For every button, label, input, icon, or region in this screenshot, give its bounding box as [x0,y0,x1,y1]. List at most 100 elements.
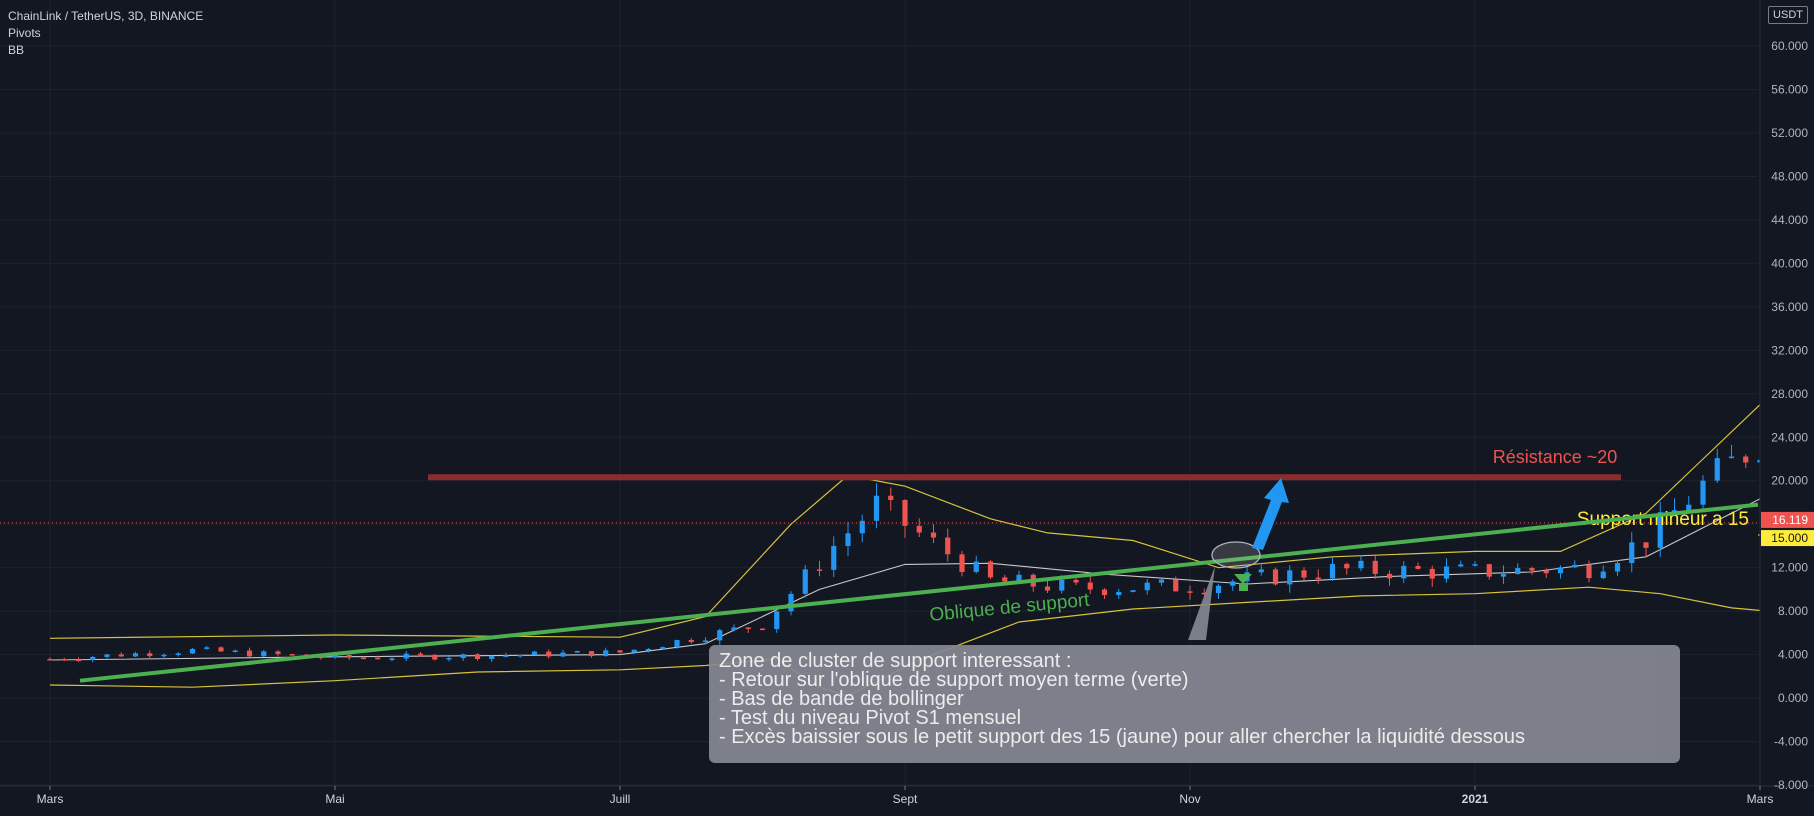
candle-body [1215,585,1222,594]
candle-body [175,653,181,655]
price-tag-bg [1761,530,1814,547]
candle-body [1629,542,1635,564]
candle-body [375,657,381,660]
candle-body [1044,586,1051,591]
candle-body [403,653,409,659]
candle-body [1059,579,1065,591]
currency-badge[interactable]: USDT [1768,6,1808,24]
candle-body [204,647,210,649]
candle-body [1016,574,1022,582]
candle-body [888,495,894,501]
candle-body [816,569,823,571]
candle-body [1258,569,1264,573]
candle-body [1458,564,1464,567]
y-tick-label: -4.000 [1774,735,1808,749]
candle-body [873,495,880,521]
candle-body [1443,566,1450,579]
candle-body [47,658,53,661]
x-tick-label: Mars [37,792,64,806]
candle-body [1344,563,1350,569]
candle-body [147,653,153,657]
callout-pointer [1188,566,1215,640]
candle-body [1686,504,1692,511]
candle-body [360,657,367,660]
candle-body [1472,564,1478,566]
indicator-bb[interactable]: BB [8,43,25,57]
candle-body [460,654,466,659]
candle-body [1429,568,1435,579]
info-line: - Test du niveau Pivot S1 mensuel [719,707,1022,729]
candle-body [332,654,338,658]
y-tick-label: -8.000 [1774,778,1808,792]
candle-body [802,569,808,594]
resistance-label: Résistance ~20 [1493,447,1618,467]
candle-body [1301,570,1307,578]
x-tick-label: Mai [325,792,344,806]
symbol-title: ChainLink / TetherUS, 3D, BINANCE [8,9,204,23]
candle-body [1002,577,1008,582]
candle-body [1130,590,1136,592]
candle-body [1614,563,1621,572]
y-tick-label: 0.000 [1778,691,1808,705]
y-tick-label: 48.000 [1771,169,1808,183]
drawings: Résistance ~20 Support mineur a 15 Oblique… [0,447,1814,683]
candle-body [702,640,709,643]
y-tick-label: 12.000 [1771,561,1808,575]
candle-body [759,628,766,631]
indicator-pivots[interactable]: Pivots [8,26,41,40]
y-tick-label: 36.000 [1771,300,1808,314]
candle-body [930,532,937,538]
candle-body [218,647,224,652]
candle-body [161,654,167,657]
candle-body [688,639,694,643]
candle-body [731,627,737,631]
candle-body [261,651,267,657]
candle-body [1087,582,1093,590]
candle-body [1272,569,1279,585]
x-tick-label: Nov [1179,792,1200,806]
candle-body [1201,592,1207,595]
candle-body [132,653,139,657]
y-tick-label: 60.000 [1771,39,1808,53]
candle-body [1728,456,1735,459]
candle-body [1657,512,1663,548]
info-line: Zone de cluster de support interessant : [719,650,1072,672]
candle-body [560,652,566,657]
bb-basis [49,470,1814,661]
candle-body [916,525,922,533]
candle-body [189,648,196,654]
projection-arrow [1252,478,1289,550]
candle-body [1543,570,1549,574]
candle-body [1372,560,1378,574]
candle-body [474,654,481,660]
candle-body [1230,581,1236,586]
candle-body [75,659,82,662]
candle-body [446,658,452,660]
candle-body [1315,577,1321,580]
candle-body [717,630,723,641]
info-line: - Bas de bande de bollinger [719,688,964,710]
up-arrow-stem [1239,583,1248,591]
y-tick-label: 24.000 [1771,430,1808,444]
candle-body [389,658,395,660]
y-tick-label: 32.000 [1771,343,1808,357]
x-tick-label: Mars [1747,792,1774,806]
candle-body [1529,568,1535,571]
candle-body [1671,510,1678,513]
x-tick-label: Sept [893,792,918,806]
candle-body [1401,565,1407,579]
candle-body [489,655,495,660]
candle-body [1101,589,1108,596]
candle-body [617,650,623,653]
price-axis-bg [1760,0,1814,816]
y-tick-label: 20.000 [1771,474,1808,488]
candle-body [531,651,538,655]
candle-body [289,654,295,656]
candle-body [246,650,253,657]
price-tag-bg [1761,511,1814,528]
candle-body [417,653,424,656]
candle-body [987,561,994,578]
candle-body [788,593,794,612]
candle-body [1600,571,1606,579]
y-tick-label: 44.000 [1771,213,1808,227]
